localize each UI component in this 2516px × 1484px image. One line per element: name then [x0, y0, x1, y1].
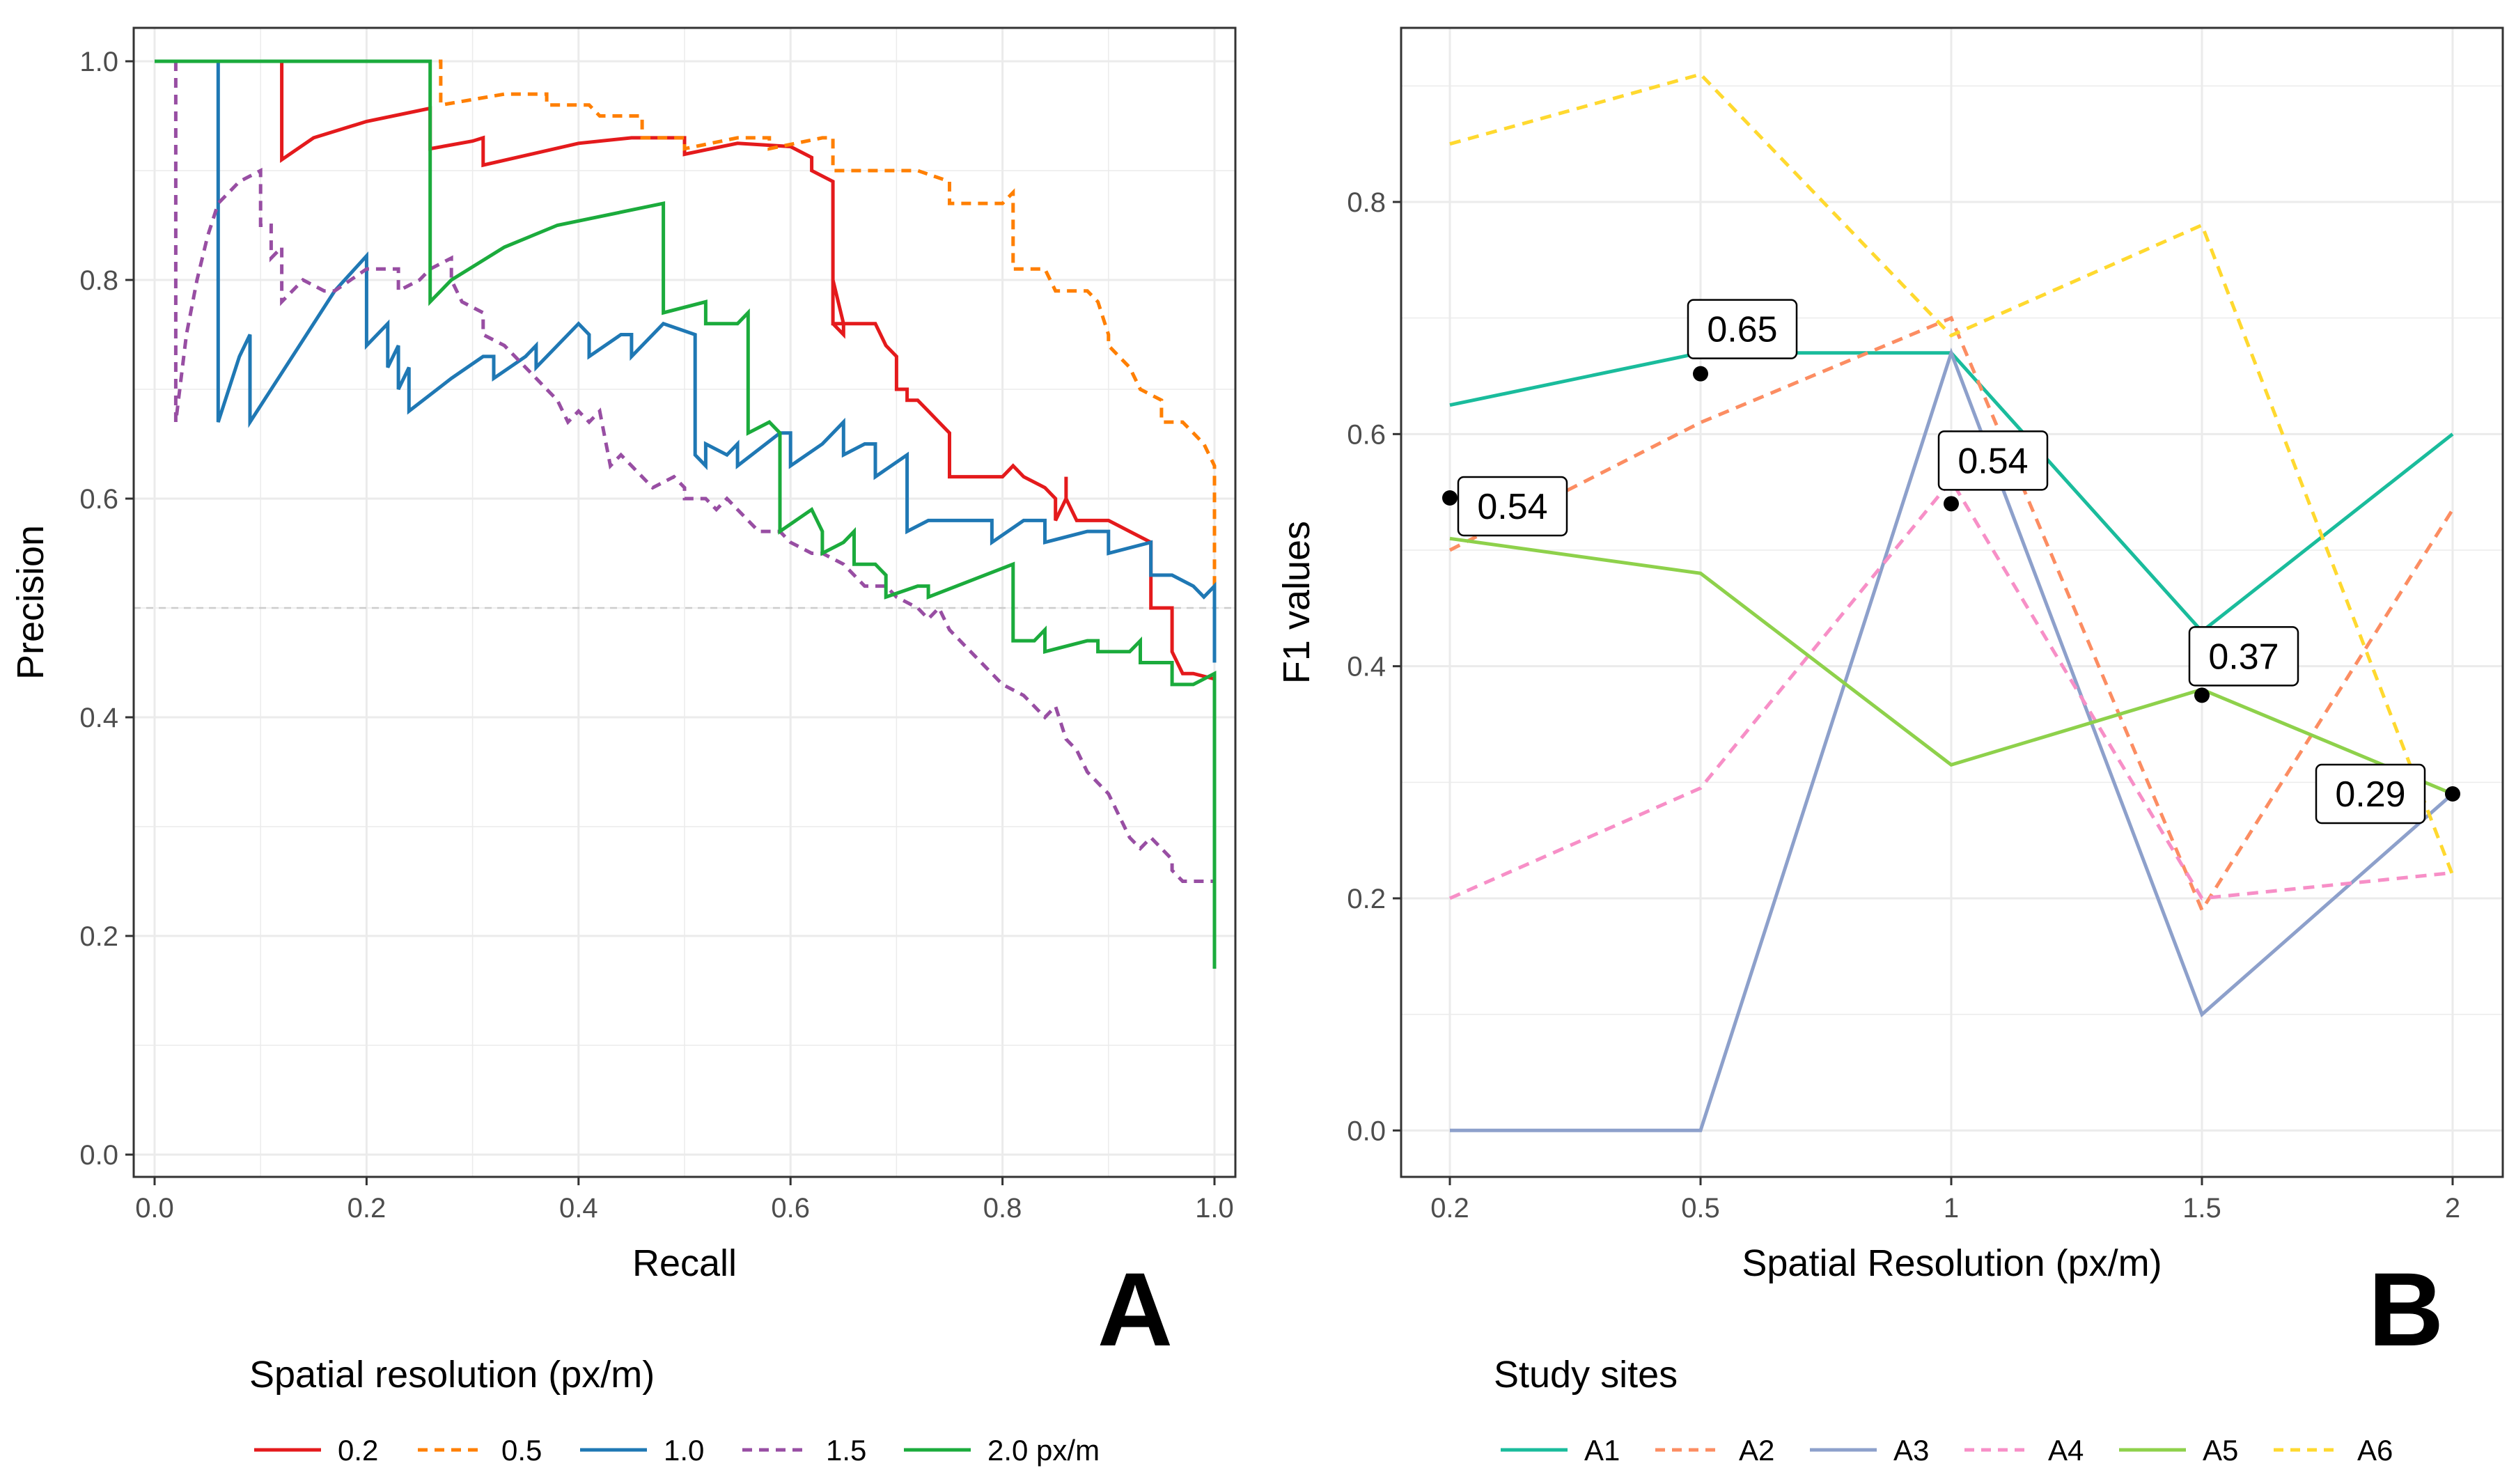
panel-a-x-ticks: 0.0 0.2 0.4 0.6 0.8 1.0: [135, 1177, 1234, 1224]
panel-b: 0.540.650.540.370.29 0.2 0.5 1 1.5 2 0.00.20…: [1276, 26, 2504, 1467]
panel-a-letter: A: [1097, 1251, 1173, 1368]
panel-b-annotation-label: 0.37: [2208, 636, 2279, 677]
panel-b-series-line-1: [1448, 315, 2455, 914]
panel-a-y-tick-label: 0.4: [79, 703, 118, 733]
panel-b-x-ticks: 0.2 0.5 1 1.5 2: [1430, 1177, 2460, 1224]
panel-a: 0.0 0.2 0.4 0.6 0.8 1.0 0.0 0.2 0.4 0.6 0.8 1.0 Re…: [10, 26, 1237, 1467]
panel-b-legend-label-4: A5: [2203, 1434, 2238, 1467]
panel-a-legend-label-4: 2.0 px/m: [987, 1434, 1100, 1467]
panel-b-annotation-point: [2194, 687, 2210, 703]
panel-b-legend-label-3: A4: [2048, 1434, 2084, 1467]
panel-b-y-tick-label: 0.2: [1347, 884, 1386, 914]
panel-b-series-line-2: [1450, 347, 2454, 1132]
panel-a-y-axis-title: Precision: [10, 525, 52, 680]
panel-b-annotations: 0.54 0.65 0.54 0.37 0.29: [1442, 299, 2460, 825]
panel-b-letter: B: [2368, 1251, 2444, 1368]
panel-b-series: [1448, 72, 2455, 1132]
panel-a-y-tick-label: 0.6: [79, 484, 118, 515]
panel-b-legend-label-2: A3: [1893, 1434, 1929, 1467]
panel-a-x-axis-title: Recall: [632, 1242, 737, 1284]
panel-a-x-tick-label: 0.4: [559, 1193, 598, 1224]
panel-b-annotation-label: 0.29: [2335, 774, 2405, 815]
panel-a-y-ticks: 0.0 0.2 0.4 0.6 0.8 1.0: [79, 47, 134, 1171]
panel-a-legend: 0.2 0.5 1.0 1.5 2.0 px/m: [254, 1434, 1100, 1467]
panel-b-annotation-point: [1944, 496, 1959, 512]
panel-b-annotation-label: 0.54: [1477, 487, 1547, 527]
panel-b-annotation-box: [1937, 430, 2049, 491]
panel-b-legend: A1 A2 A3 A4 A5 A6: [1501, 1434, 2393, 1467]
panel-a-x-tick-label: 0.2: [347, 1193, 386, 1224]
panel-b-series-line-3: [1448, 477, 2453, 900]
panel-b-annotation-point: [1442, 490, 1458, 506]
panel-a-x-tick-label: 0.8: [983, 1193, 1022, 1224]
panel-b-x-tick-label: 1.5: [2182, 1193, 2221, 1224]
panel-b-y-tick-label: 0.8: [1347, 187, 1386, 218]
panel-b-y-tick-label: 0.0: [1347, 1116, 1386, 1146]
panel-b-x-tick-label: 1: [1944, 1193, 1959, 1224]
panel-b-annotation-box: [2188, 626, 2299, 687]
panel-b-legend-label-0: A1: [1584, 1434, 1620, 1467]
panel-a-border: [132, 26, 1237, 1178]
panel-b-legend-label-1: A2: [1739, 1434, 1774, 1467]
panel-b-legend-title: Study sites: [1494, 1354, 1678, 1396]
panel-a-y-tick-label: 0.2: [79, 921, 118, 952]
panel-b-x-tick-label: 0.2: [1430, 1193, 1469, 1224]
panel-b-y-axis-title: F1 values: [1276, 521, 1318, 684]
panel-a-series: [155, 59, 1217, 969]
panel-a-legend-label-1: 0.5: [501, 1434, 542, 1467]
panel-b-annotation-point: [1693, 366, 1708, 382]
panel-b-x-tick-label: 0.5: [1681, 1193, 1720, 1224]
panel-a-series-line-4: [155, 59, 1217, 969]
panel-b-annotation-label: 0.54: [1958, 441, 2028, 481]
panel-b-annotation-box: [1457, 476, 1568, 537]
panel-b-x-axis-title: Spatial Resolution (px/m): [1742, 1242, 2162, 1284]
panel-b-series-line-4: [1449, 536, 2453, 796]
panel-a-x-tick-label: 0.6: [771, 1193, 810, 1224]
panel-a-gridlines: [134, 28, 1235, 1177]
panel-a-y-tick-label: 0.0: [79, 1140, 118, 1171]
panel-b-annotation-box: [2315, 763, 2426, 825]
panel-a-series-line-1: [155, 59, 1217, 586]
panel-a-series-line-2: [155, 59, 1217, 663]
panel-a-x-tick-label: 1.0: [1195, 1193, 1234, 1224]
panel-a-legend-label-0: 0.2: [338, 1434, 378, 1467]
panel-b-y-ticks: 0.0 0.2 0.4 0.6 0.8: [1347, 187, 1401, 1146]
panel-b-annotation-label: 0.65: [1707, 310, 1777, 350]
panel-a-x-tick-label: 0.0: [135, 1193, 174, 1224]
panel-b-annotation-box: [1687, 299, 1798, 359]
panel-b-annotation-point: [2445, 786, 2460, 802]
panel-a-legend-title: Spatial resolution (px/m): [249, 1354, 655, 1396]
panel-a-series-line-0: [155, 59, 1215, 681]
panel-b-series-line-5: [1449, 72, 2455, 876]
panel-a-legend-label-3: 1.5: [826, 1434, 866, 1467]
panel-a-y-tick-label: 1.0: [79, 47, 118, 77]
panel-b-legend-label-5: A6: [2357, 1434, 2393, 1467]
panel-b-y-tick-label: 0.4: [1347, 652, 1386, 682]
panel-b-x-tick-label: 2: [2445, 1193, 2460, 1224]
panel-a-legend-label-2: 1.0: [664, 1434, 704, 1467]
panel-a-y-tick-label: 0.8: [79, 265, 118, 296]
panel-b-y-tick-label: 0.6: [1347, 419, 1386, 450]
